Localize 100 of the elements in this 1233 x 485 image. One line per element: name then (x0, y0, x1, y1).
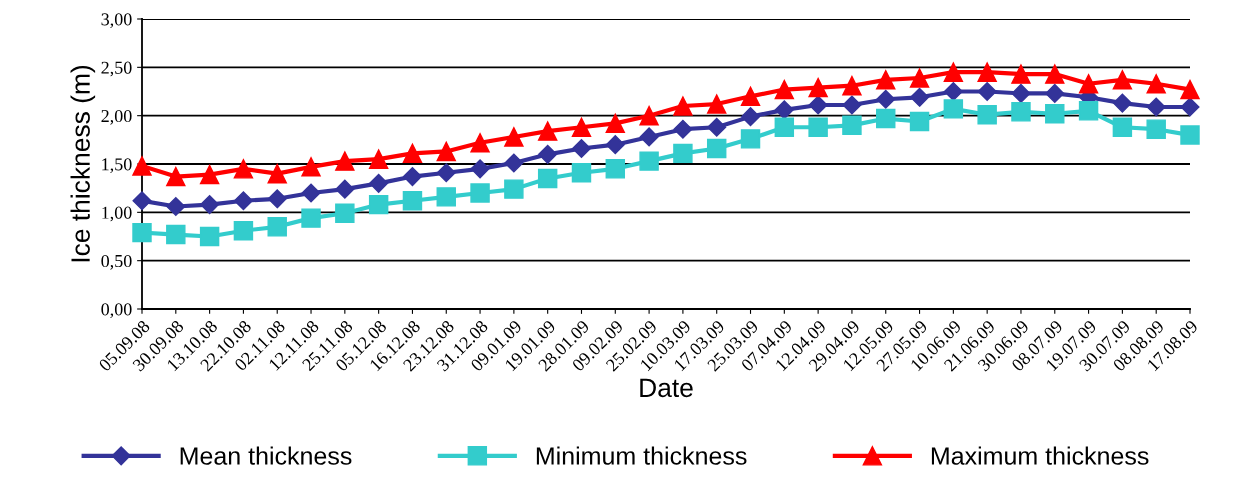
y-tick-label: 2,00 (101, 109, 132, 125)
point (571, 162, 592, 183)
point (977, 81, 997, 102)
legend-label: Minimum thickness (536, 446, 747, 465)
point (470, 183, 490, 203)
point (605, 113, 626, 134)
point (943, 81, 963, 102)
point (808, 117, 828, 137)
point (470, 133, 490, 153)
point (166, 224, 186, 245)
point (132, 222, 152, 243)
point (233, 220, 254, 241)
point (673, 96, 693, 116)
point (571, 117, 592, 137)
point (335, 151, 355, 171)
point (774, 79, 795, 100)
point (707, 117, 727, 137)
point (1146, 97, 1166, 117)
point (267, 217, 287, 237)
point (876, 89, 896, 109)
y-tick-label: 3,00 (101, 13, 132, 29)
point (233, 191, 253, 211)
point (504, 153, 524, 173)
point (909, 68, 930, 88)
point (1146, 119, 1166, 139)
point (842, 95, 862, 115)
point (639, 105, 659, 126)
point (774, 100, 794, 120)
y-tick-label: 1,50 (102, 158, 132, 174)
point (977, 62, 997, 82)
point (706, 94, 727, 114)
point (740, 129, 761, 149)
point (1180, 97, 1200, 117)
point (402, 167, 422, 187)
point (740, 107, 761, 127)
point (132, 191, 152, 211)
point (571, 138, 592, 159)
point (1112, 70, 1133, 90)
point (876, 108, 896, 129)
legend-label: Mean thickness (180, 446, 352, 465)
point (605, 135, 625, 155)
point (368, 149, 389, 169)
point (233, 159, 254, 179)
point (504, 127, 524, 147)
y-tick-label: 1,00 (102, 206, 132, 222)
x-axis-title: Date (640, 378, 693, 398)
point (301, 208, 321, 228)
point (605, 159, 626, 179)
point (504, 179, 524, 199)
point (639, 127, 659, 147)
point (1112, 93, 1132, 113)
point (1011, 102, 1031, 122)
point (943, 99, 964, 119)
point (943, 62, 964, 82)
point (369, 173, 389, 193)
point (199, 226, 220, 247)
point (1112, 117, 1133, 137)
point (774, 117, 795, 137)
point (166, 166, 186, 187)
point (673, 119, 693, 139)
point (909, 111, 930, 132)
point (808, 77, 828, 98)
point (301, 183, 321, 203)
point (402, 191, 423, 211)
legend-label: Maximum thickness (931, 446, 1149, 465)
point (740, 86, 761, 107)
point (1011, 64, 1031, 84)
point (842, 75, 862, 96)
y-axis-title: Ice thickness (m) (70, 65, 96, 262)
point (673, 143, 693, 164)
point (1078, 74, 1099, 94)
point (436, 141, 456, 162)
point (1146, 74, 1166, 94)
point (639, 151, 659, 171)
point (368, 194, 389, 215)
point (537, 121, 558, 141)
point (470, 159, 490, 179)
point (301, 157, 321, 177)
point (1045, 83, 1065, 103)
point (200, 195, 220, 215)
point (1045, 104, 1065, 124)
point (335, 203, 355, 224)
point (537, 168, 558, 189)
y-tick-label: 2,50 (101, 61, 132, 77)
point (706, 138, 727, 159)
point (1011, 83, 1031, 103)
point (199, 164, 220, 185)
point (538, 144, 558, 164)
y-tick-label: 0,00 (101, 303, 132, 319)
point (166, 196, 186, 217)
point (267, 189, 287, 209)
point (977, 104, 997, 125)
point (1078, 101, 1099, 121)
point (436, 163, 456, 183)
point (335, 179, 355, 199)
y-tick-label: 0,50 (101, 254, 132, 270)
point (1045, 64, 1065, 84)
point (402, 143, 423, 164)
point (436, 187, 456, 207)
point (1180, 125, 1200, 145)
